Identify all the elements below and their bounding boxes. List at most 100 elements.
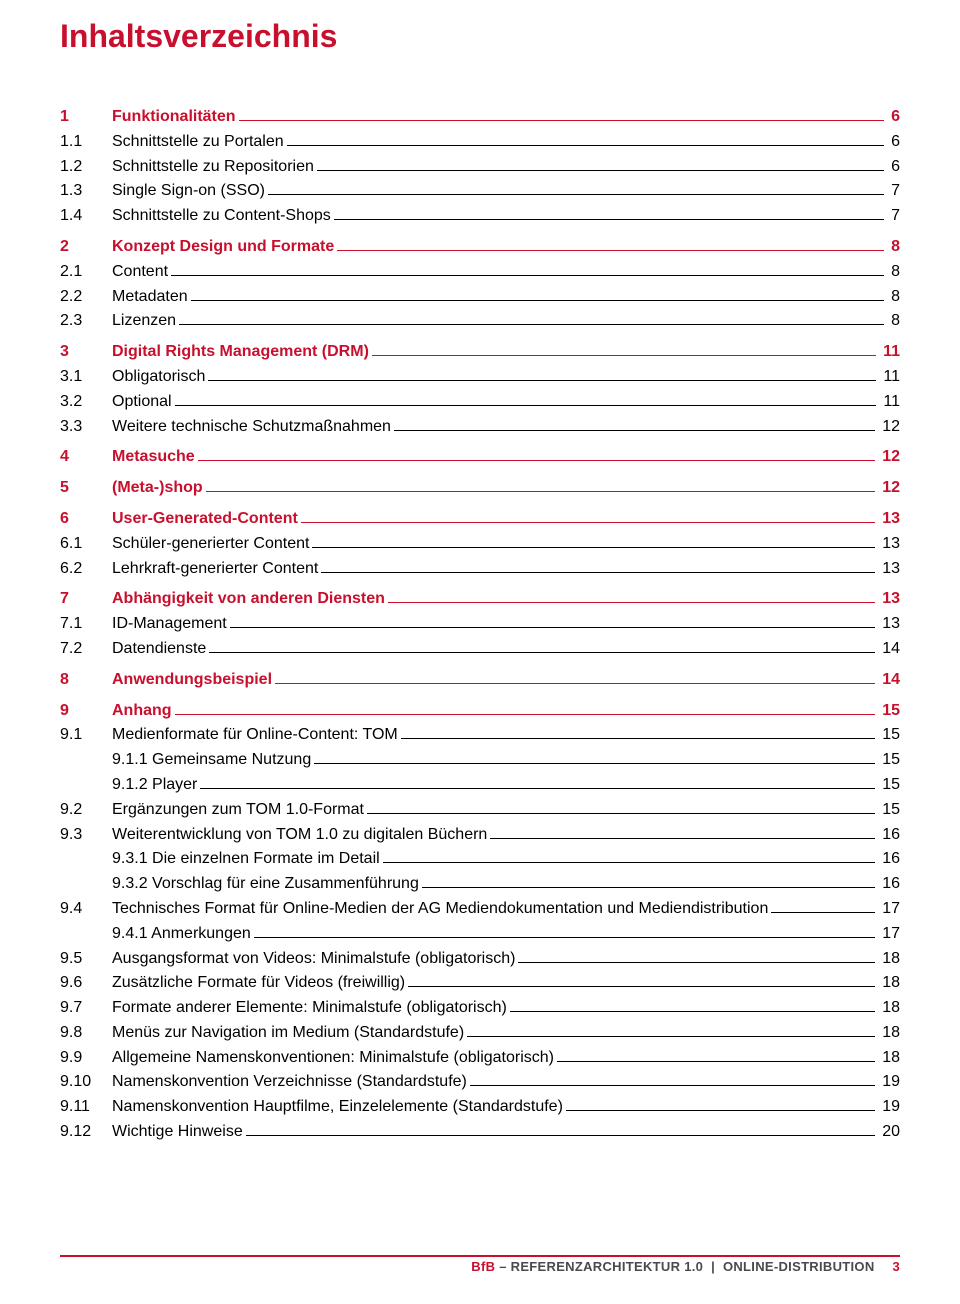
toc-leader	[467, 1036, 875, 1037]
toc-page: 15	[878, 699, 900, 724]
toc-section: 8Anwendungsbeispiel14	[60, 668, 900, 693]
toc-number: 9.2	[60, 798, 112, 823]
toc-sub: 1.4Schnittstelle zu Content-Shops7	[60, 204, 900, 229]
toc-page: 19	[878, 1095, 900, 1120]
toc-leader	[372, 355, 876, 356]
toc-number: 7.1	[60, 612, 112, 637]
toc-section: 6User-Generated-Content 13	[60, 507, 900, 532]
toc-leader	[230, 627, 875, 628]
toc-number: 3.3	[60, 415, 112, 440]
toc-page: 18	[878, 1021, 900, 1046]
toc-label: Lizenzen	[112, 309, 176, 334]
page-footer: BfB – REFERENZARCHITEKTUR 1.0 | ONLINE-D…	[60, 1255, 900, 1274]
toc-sub: 9.11Namenskonvention Hauptfilme, Einzele…	[60, 1095, 900, 1120]
toc-leader	[321, 572, 875, 573]
toc-leader	[470, 1085, 875, 1086]
toc-page: 11	[879, 365, 900, 390]
toc-page: 15	[878, 798, 900, 823]
toc-leader	[401, 738, 875, 739]
toc-page: 19	[878, 1070, 900, 1095]
toc-sub: 3.2Optional11	[60, 390, 900, 415]
toc-number: 7	[60, 587, 112, 612]
toc-number: 1.4	[60, 204, 112, 229]
toc-number: 9.1	[60, 723, 112, 748]
toc-label: Funktionalitäten	[112, 105, 236, 130]
toc-label: Anhang	[112, 699, 172, 724]
toc-leader	[254, 937, 875, 938]
toc-label: Schnittstelle zu Repositorien	[112, 155, 314, 180]
table-of-contents: 1Funktionalitäten61.1Schnittstelle zu Po…	[60, 105, 900, 1145]
toc-page: 18	[878, 971, 900, 996]
toc-label: 9.1.2 Player	[112, 773, 197, 798]
toc-label: Konzept Design und Formate	[112, 235, 334, 260]
toc-sub: 1.2Schnittstelle zu Repositorien6	[60, 155, 900, 180]
toc-label: Schüler-generierter Content	[112, 532, 309, 557]
toc-subsub: 9.3.1 Die einzelnen Formate im Detail16	[60, 847, 900, 872]
toc-sub: 2.1Content8	[60, 260, 900, 285]
toc-number: 3.1	[60, 365, 112, 390]
toc-leader	[312, 547, 875, 548]
toc-number: 2.2	[60, 285, 112, 310]
toc-label: Anwendungsbeispiel	[112, 668, 272, 693]
toc-label: Wichtige Hinweise	[112, 1120, 243, 1145]
toc-label: Abhängigkeit von anderen Diensten	[112, 587, 385, 612]
toc-page: 12	[878, 476, 900, 501]
toc-label: Metadaten	[112, 285, 188, 310]
toc-label: 9.4.1 Anmerkungen	[112, 922, 251, 947]
toc-page: 13	[878, 557, 900, 582]
toc-page: 16	[878, 872, 900, 897]
toc-subsub: 9.3.2 Vorschlag für eine Zusammenführung…	[60, 872, 900, 897]
toc-sub: 9.3Weiterentwicklung von TOM 1.0 zu digi…	[60, 823, 900, 848]
toc-number: 3	[60, 340, 112, 365]
toc-label: 9.1.1 Gemeinsame Nutzung	[112, 748, 311, 773]
toc-number: 5	[60, 476, 112, 501]
footer-sep: –	[495, 1259, 510, 1274]
toc-label: Lehrkraft-generierter Content	[112, 557, 318, 582]
toc-leader	[518, 962, 875, 963]
toc-leader	[208, 380, 876, 381]
toc-sub: 1.1Schnittstelle zu Portalen6	[60, 130, 900, 155]
toc-sub: 9.10Namenskonvention Verzeichnisse (Stan…	[60, 1070, 900, 1095]
toc-page: 6	[887, 105, 900, 130]
toc-page: 11	[879, 390, 900, 415]
toc-page: 16	[878, 823, 900, 848]
toc-leader	[334, 219, 884, 220]
toc-leader	[408, 986, 875, 987]
toc-leader	[367, 813, 875, 814]
toc-label: Schnittstelle zu Portalen	[112, 130, 284, 155]
toc-page: 17	[878, 922, 900, 947]
toc-label: Digital Rights Management (DRM)	[112, 340, 369, 365]
toc-number: 9	[60, 699, 112, 724]
toc-page: 15	[878, 773, 900, 798]
toc-leader	[566, 1110, 875, 1111]
toc-leader	[337, 250, 884, 251]
toc-label: 9.3.1 Die einzelnen Formate im Detail	[112, 847, 380, 872]
toc-sub: 9.8Menüs zur Navigation im Medium (Stand…	[60, 1021, 900, 1046]
toc-leader	[209, 652, 875, 653]
toc-leader	[268, 194, 884, 195]
toc-leader	[383, 862, 876, 863]
toc-subsub: 9.4.1 Anmerkungen 17	[60, 922, 900, 947]
toc-section: 4Metasuche12	[60, 445, 900, 470]
toc-label: Ergänzungen zum TOM 1.0-Format	[112, 798, 364, 823]
toc-page: 13	[878, 507, 900, 532]
toc-number: 6	[60, 507, 112, 532]
toc-number: 9.5	[60, 947, 112, 972]
toc-sub: 1.3Single Sign-on (SSO)7	[60, 179, 900, 204]
toc-sub: 3.1Obligatorisch11	[60, 365, 900, 390]
toc-label: Namenskonvention Hauptfilme, Einzeleleme…	[112, 1095, 563, 1120]
toc-leader	[317, 170, 884, 171]
toc-leader	[287, 145, 884, 146]
toc-leader	[171, 275, 884, 276]
toc-label: Formate anderer Elemente: Minimalstufe (…	[112, 996, 507, 1021]
toc-label: User-Generated-Content	[112, 507, 298, 532]
toc-page: 15	[878, 748, 900, 773]
toc-leader	[490, 838, 875, 839]
footer-brand: BfB	[471, 1259, 495, 1274]
toc-sub: 6.1Schüler-generierter Content13	[60, 532, 900, 557]
toc-page: 12	[878, 415, 900, 440]
toc-page: 11	[879, 340, 900, 365]
footer-doc: REFERENZARCHITEKTUR 1.0	[511, 1259, 704, 1274]
toc-leader	[275, 683, 875, 684]
toc-leader	[198, 460, 876, 461]
